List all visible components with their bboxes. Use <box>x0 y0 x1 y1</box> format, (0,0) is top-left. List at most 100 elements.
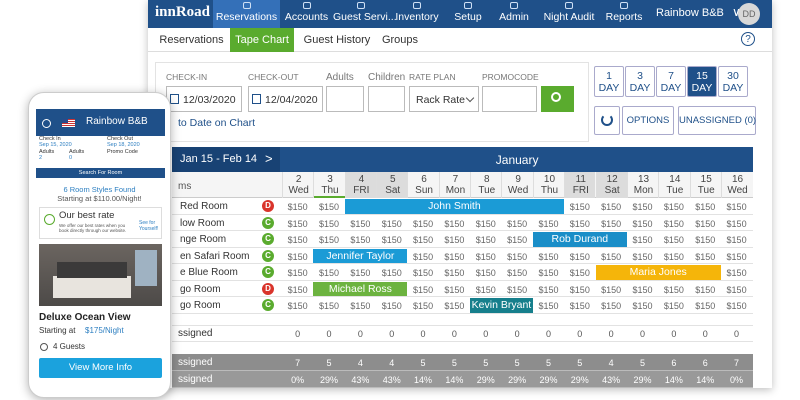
rate-cell[interactable]: $150 <box>538 218 559 229</box>
view-more-button[interactable]: View More Info <box>39 358 162 378</box>
rate-cell[interactable]: $150 <box>726 301 747 311</box>
rate-cell[interactable]: $150 <box>569 202 590 212</box>
tab[interactable]: Tape Chart <box>230 28 294 52</box>
rate-cell[interactable]: $150 <box>350 268 371 278</box>
rate-cell[interactable]: $150 <box>663 218 684 229</box>
rate-cell[interactable]: $150 <box>287 235 308 245</box>
rate-cell[interactable]: $150 <box>475 268 496 278</box>
date-link[interactable]: to Date on Chart <box>178 117 256 129</box>
view-button[interactable]: 15 DAY <box>687 66 717 97</box>
property-select[interactable]: Rainbow B&B <box>656 7 724 19</box>
rate-cell[interactable]: $150 <box>475 284 496 295</box>
rate-cell[interactable]: $150 <box>726 268 747 278</box>
rate-cell[interactable]: $150 <box>569 301 590 311</box>
tab[interactable]: Reservations <box>159 34 224 46</box>
rate-cell[interactable]: $150 <box>726 218 747 229</box>
rate-cell[interactable]: $150 <box>601 218 622 229</box>
tab[interactable]: Guest History <box>303 34 371 46</box>
rate-cell[interactable]: $150 <box>632 202 653 212</box>
booking-bar[interactable]: Rob Durand <box>532 232 627 247</box>
rate-cell[interactable]: $150 <box>444 284 465 295</box>
field-input[interactable]: 12/04/2020 <box>248 86 323 112</box>
rate-cell[interactable]: $150 <box>475 218 496 229</box>
help-icon[interactable]: ? <box>741 32 755 46</box>
rate-cell[interactable]: $150 <box>507 268 528 278</box>
booking-bar[interactable]: Michael Ross <box>313 281 408 296</box>
rate-cell[interactable]: $150 <box>319 301 340 311</box>
rate-cell[interactable]: $150 <box>632 235 653 245</box>
rate-cell[interactable]: $150 <box>726 284 747 295</box>
rate-cell[interactable]: $150 <box>663 251 684 262</box>
rate-cell[interactable]: $150 <box>319 202 340 212</box>
rate-cell[interactable]: $150 <box>287 202 308 212</box>
rate-cell[interactable]: $150 <box>695 301 716 311</box>
range-label[interactable]: Jan 15 - Feb 14 <box>180 153 258 165</box>
view-button[interactable]: 1 DAY <box>594 66 624 97</box>
rate-cell[interactable]: $150 <box>569 284 590 295</box>
rate-cell[interactable]: $150 <box>507 251 528 262</box>
rate-cell[interactable]: $150 <box>475 251 496 262</box>
rate-cell[interactable]: $150 <box>381 268 402 278</box>
rate-cell[interactable]: $150 <box>350 218 371 229</box>
tab[interactable]: Groups <box>381 34 419 46</box>
rate-cell[interactable]: $150 <box>287 301 308 311</box>
rate-cell[interactable]: $150 <box>601 202 622 212</box>
rate-cell[interactable]: $150 <box>726 235 747 245</box>
rate-cell[interactable]: $150 <box>507 284 528 295</box>
rate-cell[interactable]: $150 <box>695 251 716 262</box>
view-button[interactable]: 30 DAY <box>718 66 748 97</box>
user-avatar[interactable]: DD <box>738 3 760 25</box>
rate-cell[interactable]: $150 <box>444 268 465 278</box>
nav-item[interactable]: Reservations <box>213 0 280 28</box>
rate-cell[interactable]: $150 <box>287 251 308 262</box>
rate-cell[interactable]: $150 <box>413 268 434 278</box>
rate-cell[interactable]: $150 <box>601 251 622 262</box>
rate-cell[interactable]: $150 <box>632 301 653 311</box>
nav-item[interactable]: Admin <box>490 0 538 28</box>
rate-cell[interactable]: $150 <box>444 235 465 245</box>
rate-cell[interactable]: $150 <box>726 251 747 262</box>
rate-cell[interactable]: $150 <box>350 301 371 311</box>
search-button[interactable] <box>541 86 574 112</box>
rate-cell[interactable]: $150 <box>319 235 340 245</box>
action-button[interactable]: OPTIONS <box>622 106 674 135</box>
rate-cell[interactable]: $150 <box>601 301 622 311</box>
booking-bar[interactable]: Kevin Bryant <box>470 298 533 313</box>
rate-cell[interactable]: $150 <box>413 301 434 311</box>
rate-cell[interactable]: $150 <box>601 284 622 295</box>
rate-cell[interactable]: $150 <box>381 301 402 311</box>
rate-cell[interactable]: $150 <box>507 218 528 229</box>
booking-bar[interactable]: John Smith <box>344 199 565 214</box>
rate-cell[interactable]: $150 <box>319 268 340 278</box>
refresh-button[interactable] <box>594 106 620 135</box>
rate-cell[interactable]: $150 <box>444 301 465 311</box>
rate-cell[interactable]: $150 <box>695 202 716 212</box>
rate-cell[interactable]: $150 <box>413 235 434 245</box>
view-button[interactable]: 7 DAY <box>656 66 686 97</box>
rate-cell[interactable]: $150 <box>726 202 747 212</box>
nav-item[interactable]: Setup <box>446 0 490 28</box>
rate-cell[interactable]: $150 <box>444 218 465 229</box>
rate-cell[interactable]: $150 <box>287 268 308 278</box>
rate-cell[interactable]: $150 <box>287 284 308 295</box>
booking-bar[interactable]: Maria Jones <box>595 265 721 280</box>
rate-cell[interactable]: $150 <box>569 218 590 229</box>
view-button[interactable]: 3 DAY <box>625 66 655 97</box>
rate-cell[interactable]: $150 <box>663 301 684 311</box>
booking-bar[interactable]: Jennifer Taylor <box>313 248 408 263</box>
rate-cell[interactable]: $150 <box>413 218 434 229</box>
range-next[interactable]: > <box>265 151 273 166</box>
rate-cell[interactable]: $150 <box>507 235 528 245</box>
field-input[interactable]: Rack Rate <box>409 86 479 112</box>
rate-cell[interactable]: $150 <box>632 251 653 262</box>
nav-item[interactable]: Night Audit <box>538 0 600 28</box>
nav-item[interactable]: Guest Servi... <box>333 0 397 28</box>
rate-cell[interactable]: $150 <box>695 284 716 295</box>
rate-cell[interactable]: $150 <box>663 284 684 295</box>
rate-cell[interactable]: $150 <box>695 235 716 245</box>
rate-cell[interactable]: $150 <box>538 251 559 262</box>
rate-cell[interactable]: $150 <box>569 268 590 278</box>
rate-cell[interactable]: $150 <box>663 202 684 212</box>
rate-cell[interactable]: $150 <box>413 284 434 295</box>
action-button[interactable]: UNASSIGNED (0) <box>678 106 756 135</box>
